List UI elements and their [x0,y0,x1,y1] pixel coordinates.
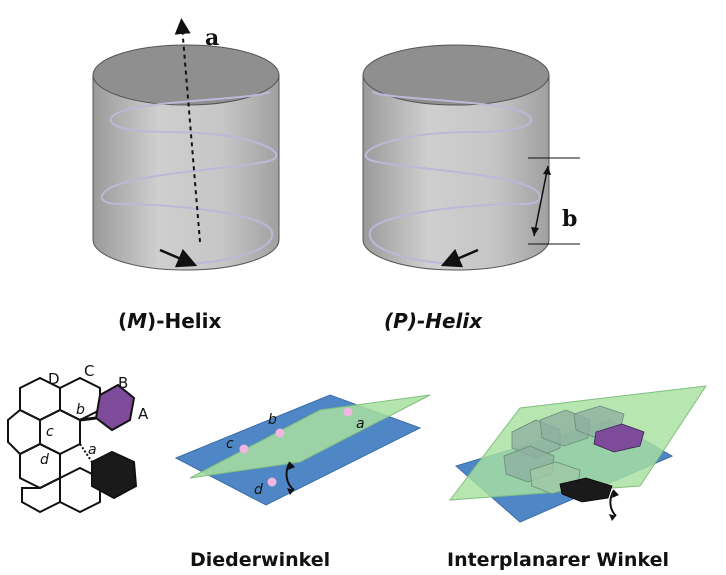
m-helix-direction-arrow [159,248,198,268]
dihedral-angle-arrow [285,461,295,491]
dihedral-label-a: a [356,416,365,432]
bond-labels: b c d a [40,402,97,468]
ring-label-a: A [138,405,149,423]
interplanar-purple-ring [593,423,645,453]
helicene-structure [7,376,138,514]
dihedral-label-d: d [254,482,263,498]
pitch-indicator [528,157,580,245]
bond-label-a: a [88,442,97,458]
dihedral-point-labels: a b c d [226,412,365,498]
ring-labels: D C B A [48,362,149,423]
bond-label-c: c [46,424,54,440]
point-a [343,407,353,417]
point-b [275,428,285,438]
point-c [239,444,249,454]
ring-label-d: D [48,370,60,388]
p-helix-cylinder: b [362,44,580,271]
interplanar-black-ring [559,477,613,503]
p-helix-curve [364,91,542,265]
dihedral-label-c: c [226,436,234,452]
dihedral-planes [174,394,431,506]
dihedral-label-b: b [268,412,277,428]
bond-label-b: b [76,402,85,418]
bond-label-d: d [40,452,49,468]
point-d [267,477,277,487]
m-helix-cylinder: a [92,18,280,271]
dihedral-caption: Diederwinkel [190,549,330,571]
purple-ring [94,383,136,432]
helix-axis-label: a [205,25,219,51]
interplanar-caption: Interplanarer Winkel [447,549,669,571]
ring-label-b: B [118,374,128,392]
m-helix-curve [100,91,278,265]
interplanar-angle-arrow [609,489,617,517]
ring-label-c: C [84,362,94,380]
p-helix-caption: (P)-Helix [384,309,483,333]
interplanar-planes [448,385,708,523]
pitch-label: b [562,206,577,232]
p-helix-direction-arrow [440,248,479,268]
m-helix-caption: (M)-Helix [118,309,222,333]
black-ring [91,450,138,500]
